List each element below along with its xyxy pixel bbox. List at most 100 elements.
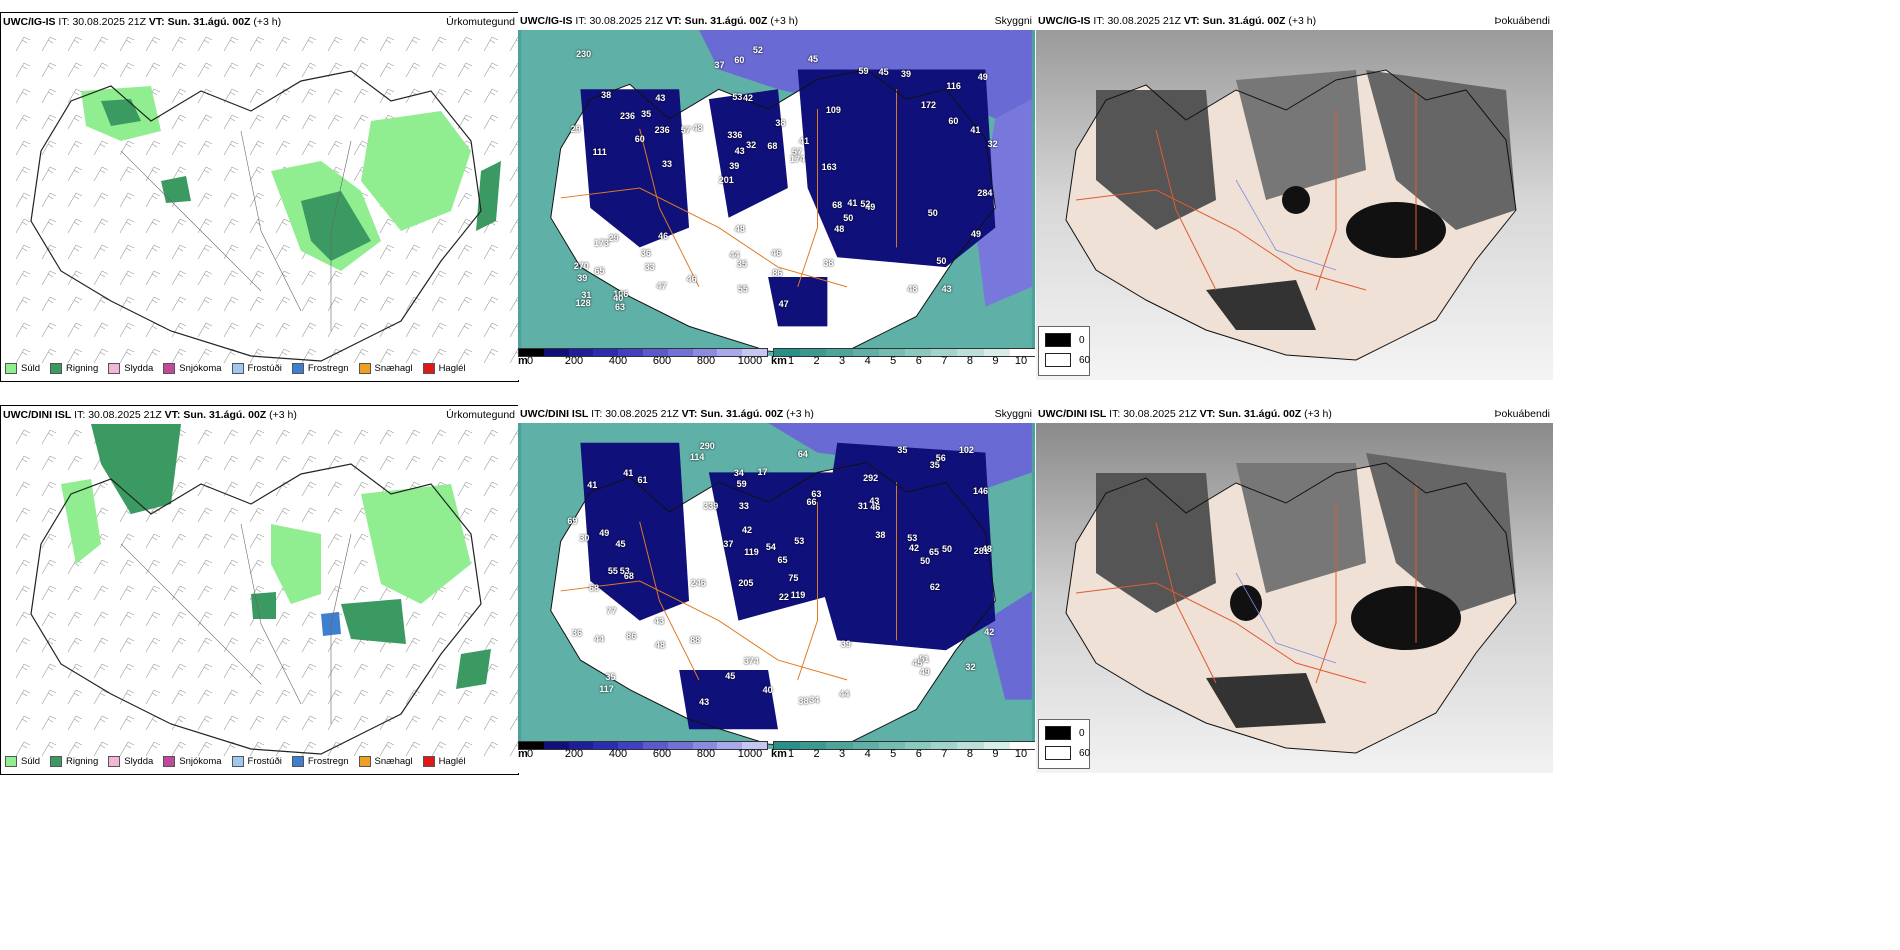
wind-barb — [509, 533, 518, 549]
wind-barb — [249, 533, 265, 549]
legend-swatch — [163, 362, 176, 374]
wind-barb — [93, 348, 109, 364]
legend-label: Snæhagl — [374, 362, 413, 374]
tick-label: 6 — [915, 748, 922, 760]
wind-barb — [171, 322, 187, 338]
wind-barb — [483, 481, 499, 497]
wind-barb — [197, 559, 213, 575]
wind-barb — [301, 140, 317, 156]
legend-item: Frostúði — [231, 755, 282, 767]
legend-label: Slydda — [124, 755, 154, 767]
tick-label: 7 — [941, 748, 948, 760]
wind-barb — [483, 296, 499, 312]
visibility-value: 48 — [734, 224, 745, 235]
legend-swatch — [358, 755, 371, 767]
visibility-value: 230 — [576, 49, 592, 60]
wind-barb — [249, 455, 265, 471]
wind-barb — [405, 62, 421, 78]
wind-barb — [457, 429, 473, 445]
wind-barb — [145, 296, 161, 312]
wind-barb — [93, 559, 109, 575]
visibility-value: 46 — [658, 231, 669, 242]
wind-barb — [509, 715, 518, 731]
legend-swatch — [5, 755, 17, 767]
wind-barb — [41, 585, 57, 601]
wind-barb — [509, 429, 518, 445]
visibility-value: 53 — [732, 92, 743, 103]
fog-legend-max-swatch — [1045, 353, 1071, 367]
wind-barb — [249, 296, 265, 312]
fog-map[interactable] — [1036, 30, 1553, 380]
wind-barb — [249, 244, 265, 260]
wind-barb — [249, 36, 265, 52]
visibility-value: 31 — [581, 289, 592, 300]
wind-barb — [119, 637, 135, 653]
wind-barb — [223, 114, 239, 130]
wind-barb — [93, 585, 109, 601]
variable-name: Skyggni — [994, 408, 1032, 420]
wind-barb — [119, 296, 135, 312]
visibility-map[interactable]: 290 292 281 205 119 53 41 31 68 66 65 117 114 246 38 34… — [518, 423, 1035, 749]
wind-barb — [379, 689, 395, 705]
wind-barb — [145, 166, 161, 182]
tick-label: 8 — [966, 355, 973, 367]
wind-barb — [145, 663, 161, 679]
wind-barb — [457, 322, 473, 338]
wind-barb — [431, 611, 447, 627]
wind-barb — [483, 741, 499, 757]
wind-barb — [67, 611, 83, 627]
tick-label: 1 — [787, 748, 795, 760]
wind-barb — [119, 62, 135, 78]
wind-barb — [483, 270, 499, 286]
wind-barb — [249, 166, 265, 182]
wind-barb — [431, 36, 447, 52]
visibility-value: 46 — [686, 274, 697, 285]
wind-barb — [67, 88, 83, 104]
wind-barb — [145, 533, 161, 549]
wind-barb — [93, 140, 109, 156]
river-lines — [120, 130, 352, 331]
wind-barb — [15, 585, 31, 601]
legend-swatch — [5, 362, 17, 374]
legend-label: Snæhagl — [374, 755, 413, 767]
legend-swatch — [163, 755, 176, 767]
visibility-value: 77 — [606, 605, 617, 616]
legend-item: Snæhagl — [358, 755, 413, 767]
wind-barb — [197, 322, 213, 338]
wind-barb — [327, 715, 343, 731]
visibility-value: 43 — [654, 615, 665, 626]
precip-map[interactable] — [1, 424, 518, 774]
wind-barb — [327, 429, 343, 445]
color-step — [931, 349, 958, 356]
wind-barb — [197, 62, 213, 78]
visibility-map-svg — [521, 423, 1032, 749]
wind-barb — [197, 218, 213, 234]
wind-barb — [275, 715, 291, 731]
wind-barb — [249, 114, 265, 130]
color-step — [774, 742, 801, 749]
visibility-value: 47 — [656, 280, 667, 291]
wind-barb — [301, 270, 317, 286]
wind-barb — [41, 36, 57, 52]
tick-label: 6 — [915, 355, 922, 367]
tick-label: 600 — [652, 748, 672, 760]
visibility-value: 201 — [718, 175, 734, 186]
visibility-map[interactable]: 43 111 116 201 109 106 53 38 29 48 39 33 42 41 49 38 60 3… — [518, 30, 1035, 356]
wind-barb — [197, 429, 213, 445]
wind-barb — [15, 166, 31, 182]
wind-barb — [327, 663, 343, 679]
visibility-value: 54 — [765, 542, 776, 553]
fog-map[interactable] — [1036, 423, 1553, 773]
visibility-value: 50 — [843, 213, 854, 224]
legend-label: Frostúði — [247, 755, 282, 767]
wind-barb — [249, 429, 265, 445]
visibility-value: 37 — [723, 538, 734, 549]
wind-barb — [171, 88, 187, 104]
wind-barb — [171, 481, 187, 497]
wind-barb — [93, 637, 109, 653]
wind-barb — [275, 114, 291, 130]
wind-barb — [223, 663, 239, 679]
precip-map[interactable] — [1, 31, 518, 381]
legend-label: Súld — [21, 362, 41, 374]
wind-barb — [119, 322, 135, 338]
